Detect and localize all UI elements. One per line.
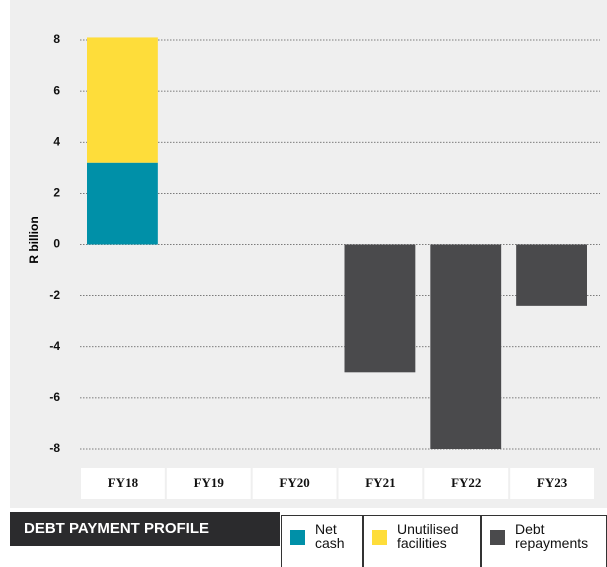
x-tick-label: FY19 xyxy=(194,475,225,490)
x-tick-label: FY23 xyxy=(537,475,568,490)
category-cell xyxy=(510,468,594,499)
y-tick-label: 0 xyxy=(53,237,60,251)
y-tick-label: -2 xyxy=(49,288,60,302)
chart: R billion 8 6 4 2 0 -2 -4 -6 -8 FY18 FY19 FY20 FY21 F… xyxy=(10,0,607,508)
y-tick-label: -4 xyxy=(49,339,60,353)
bar xyxy=(430,244,502,449)
category-cell xyxy=(81,468,165,499)
legend-item: Net cash xyxy=(281,515,363,567)
x-tick-label: FY18 xyxy=(108,475,139,490)
legend-label: Debt repayments xyxy=(515,521,589,551)
y-tick-label: 4 xyxy=(53,134,60,148)
legend-label: Unutilised facilities xyxy=(397,521,459,551)
y-tick-label: 8 xyxy=(53,32,60,46)
chart-title: DEBT PAYMENT PROFILE xyxy=(10,512,280,546)
legend: Net cash Unutilised facilities Debt repaym… xyxy=(281,515,607,567)
legend-swatch xyxy=(490,530,505,545)
x-tick-label: FY22 xyxy=(451,475,481,490)
y-tick-label: 6 xyxy=(53,83,60,97)
x-tick-label: FY21 xyxy=(365,475,395,490)
y-tick-label: 2 xyxy=(53,186,60,200)
category-cell xyxy=(166,468,251,499)
bar xyxy=(87,162,158,245)
bar xyxy=(87,37,158,163)
y-tick-label: -8 xyxy=(49,441,60,455)
category-cell xyxy=(424,468,509,499)
bar xyxy=(516,244,587,306)
legend-label: Net cash xyxy=(315,521,345,551)
category-cell xyxy=(252,468,337,499)
y-tick-label: -6 xyxy=(49,390,60,404)
bar xyxy=(344,244,416,373)
legend-swatch xyxy=(372,530,387,545)
legend-item: Debt repayments xyxy=(481,515,607,567)
x-tick-label: FY20 xyxy=(279,475,309,490)
y-axis-label: R billion xyxy=(27,216,41,263)
category-cell xyxy=(338,468,423,499)
legend-item: Unutilised facilities xyxy=(363,515,481,567)
legend-swatch xyxy=(290,530,305,545)
